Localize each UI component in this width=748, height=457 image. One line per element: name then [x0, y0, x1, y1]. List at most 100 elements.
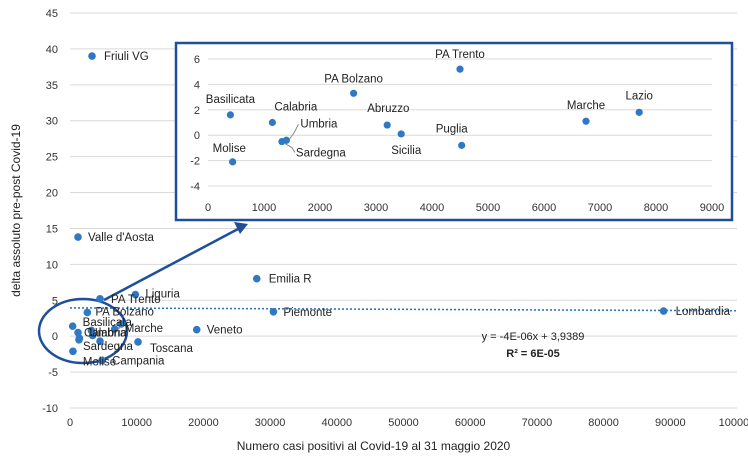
main-y-tick-label: 30: [46, 116, 58, 128]
inset-data-point: [268, 118, 276, 127]
inset-frame: [174, 41, 734, 222]
inset-gridlines: [208, 58, 712, 187]
main-x-tick-labels: 0 10000 20000 30000 40000 50000 60000 70000 8000…: [67, 417, 748, 429]
main-point-label: Liguria: [145, 289, 180, 301]
inset-point-label: Sardegna: [296, 148, 346, 160]
main-point-label: Campania: [112, 356, 165, 368]
inset-x-tick-label: 8000: [644, 202, 668, 214]
main-y-tick-label: 5: [52, 295, 58, 307]
main-y-tick-label: 20: [46, 188, 58, 200]
inset-point-label: Abruzzo: [367, 103, 409, 115]
inset-point-label: Sicilia: [391, 145, 422, 157]
inset-x-tick-label: 1000: [252, 202, 276, 214]
main-x-tick-label: 50000: [388, 417, 419, 429]
main-data-point: [68, 322, 77, 330]
highlight-ellipse: [37, 297, 129, 365]
inset-leader-lines: [284, 124, 299, 153]
trendline-r-squared: R² = 6E-05: [506, 348, 560, 360]
inset-x-tick-label: 2000: [308, 202, 332, 214]
inset-point-labels: PA Trento PA Bolzano Basilicata Calabria Abr…: [206, 49, 653, 159]
inset-point-label: Lazio: [625, 90, 653, 102]
main-y-tick-label: 25: [46, 152, 58, 164]
inset-data-point: [397, 130, 405, 138]
highlight-ellipse-shape: [37, 297, 129, 365]
inset-point-label: Calabria: [274, 102, 317, 114]
main-data-points: [68, 52, 668, 365]
main-point-label: Basilicata: [83, 317, 133, 329]
main-x-tick-label: 30000: [255, 417, 286, 429]
main-data-point: [98, 356, 106, 365]
inset-x-tick-label: 9000: [700, 202, 724, 214]
main-y-tick-label: 10: [46, 259, 58, 271]
main-x-tick-label: 90000: [655, 417, 686, 429]
inset-data-point: [456, 65, 464, 73]
main-y-tick-labels: -10 -5 0 5 10 15 20 25 30 35 40 45: [42, 8, 58, 415]
main-point-label: Lombardia: [676, 306, 731, 318]
main-point-label: Calabria: [84, 328, 127, 340]
main-trendline: [69, 307, 738, 312]
main-data-point: [69, 347, 77, 356]
inset-x-tick-label: 6000: [532, 202, 556, 214]
inset-data-point: [229, 158, 237, 166]
inset-x-tick-label: 5000: [476, 202, 500, 214]
main-x-tick-label: 60000: [455, 417, 486, 429]
inset-point-label: PA Trento: [435, 49, 485, 61]
main-data-point: [269, 307, 278, 316]
main-data-point: [131, 290, 140, 299]
zoom-arrow-line: [103, 227, 239, 302]
main-point-label: PA Trento: [111, 294, 161, 306]
main-data-point: [83, 308, 92, 317]
main-point-label: Molise: [83, 356, 116, 368]
inset-data-point: [458, 141, 466, 149]
main-data-point: [117, 320, 126, 328]
inset-y-tick-label: 4: [194, 79, 200, 91]
inset-point-label: Puglia: [436, 123, 469, 135]
main-y-tick-label: -10: [42, 403, 58, 415]
inset-y-tick-label: 6: [194, 54, 200, 66]
inset-data-points: [226, 65, 643, 166]
main-y-tick-label: 35: [46, 80, 58, 92]
inset-y-tick-label: -2: [190, 156, 200, 168]
main-data-point: [96, 337, 104, 346]
inset-point-label: Umbria: [300, 118, 338, 130]
main-point-label: Emilia R: [269, 274, 312, 286]
inset-chart: PA Trento PA Bolzano Basilicata Calabria Abr…: [174, 41, 734, 222]
main-x-tick-label: 100000: [719, 417, 748, 429]
main-data-point: [75, 335, 83, 344]
main-data-point: [134, 338, 142, 346]
main-data-point: [74, 233, 82, 241]
main-data-point: [659, 307, 668, 315]
inset-data-point: [278, 137, 286, 146]
inset-data-point: [582, 117, 590, 125]
main-point-label: PA Bolzano: [95, 306, 154, 318]
inset-y-tick-label: 0: [194, 130, 200, 142]
main-x-tick-label: 20000: [188, 417, 219, 429]
inset-y-tick-label: 2: [194, 105, 200, 117]
main-point-label: Toscana: [150, 343, 193, 355]
main-point-label: Veneto: [207, 325, 243, 337]
inset-point-label: Marche: [567, 100, 605, 112]
inset-data-point: [635, 108, 643, 116]
main-y-tick-label: 0: [52, 331, 58, 343]
main-point-label: Marche: [125, 323, 163, 335]
inset-x-tick-label: 3000: [364, 202, 388, 214]
inset-data-point: [350, 89, 358, 97]
zoom-arrow-head: [234, 222, 248, 234]
inset-point-label: Molise: [213, 143, 246, 155]
inset-data-point: [226, 111, 234, 119]
y-axis-title: delta assoluto pre-post Covid-19: [9, 124, 23, 297]
main-data-point: [88, 331, 97, 340]
inset-x-tick-label: 0: [205, 202, 211, 214]
inset-x-tick-label: 7000: [588, 202, 612, 214]
trendline-equation: y = -4E-06x + 3,9389: [482, 331, 585, 343]
main-data-point: [74, 328, 82, 337]
main-point-label: Sardegna: [83, 341, 133, 353]
main-point-label: Piemonte: [283, 307, 332, 319]
main-y-tick-label: 40: [46, 44, 58, 56]
inset-x-tick-labels: 0 1000 2000 3000 4000 5000 6000 7000 8000 9000: [205, 202, 724, 214]
inset-point-label: Basilicata: [206, 94, 256, 106]
main-data-point: [110, 325, 119, 333]
zoom-arrow: [103, 222, 248, 302]
